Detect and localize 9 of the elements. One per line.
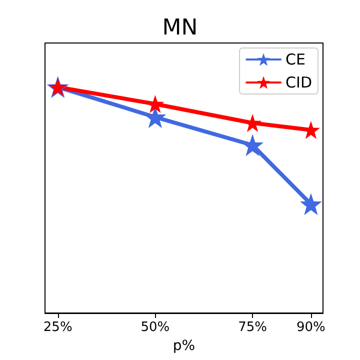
x-tick-label: 50% xyxy=(140,320,170,335)
legend-label: CE xyxy=(286,50,306,68)
point xyxy=(300,193,322,216)
x-axis-title: p% xyxy=(172,338,196,354)
x-tick-label: 90% xyxy=(296,320,326,335)
chart-title: MN xyxy=(162,16,198,40)
x-tick-label: 75% xyxy=(238,320,267,335)
legend-label: CID xyxy=(286,74,312,92)
x-tick-label: 25% xyxy=(43,320,72,335)
